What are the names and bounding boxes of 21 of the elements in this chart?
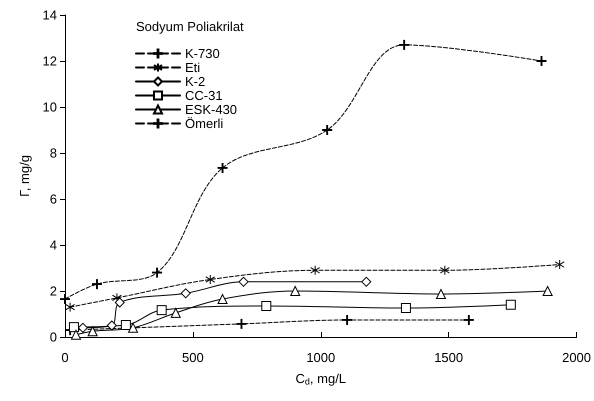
- legend-label: Ömerli: [185, 116, 224, 131]
- y-tick-label: 4: [50, 238, 57, 252]
- legend-label: ESK-430: [185, 102, 238, 117]
- y-tick-label: 10: [42, 100, 57, 114]
- y-tick-label: 12: [42, 54, 57, 68]
- legend-label: K-730: [185, 46, 220, 61]
- x-tick-label: 1000: [306, 350, 336, 365]
- y-axis-title: Γ, mg/g: [17, 155, 32, 197]
- x-tick-label: 1500: [434, 350, 464, 365]
- y-tick-label: 0: [50, 330, 57, 344]
- y-tick-label: 2: [50, 284, 57, 298]
- legend-title: Sodyum Poliakrilat: [136, 19, 244, 34]
- x-tick-label: 2000: [562, 350, 591, 365]
- legend-label: CC-31: [185, 88, 223, 103]
- y-tick-label: 8: [50, 146, 57, 160]
- legend-label: Eti: [185, 60, 200, 75]
- x-tick-label: 0: [61, 350, 69, 365]
- y-tick-label: 6: [50, 192, 57, 206]
- y-tick-label: 14: [42, 8, 57, 22]
- legend-label: K-2: [185, 74, 206, 89]
- x-tick-label: 500: [182, 350, 204, 365]
